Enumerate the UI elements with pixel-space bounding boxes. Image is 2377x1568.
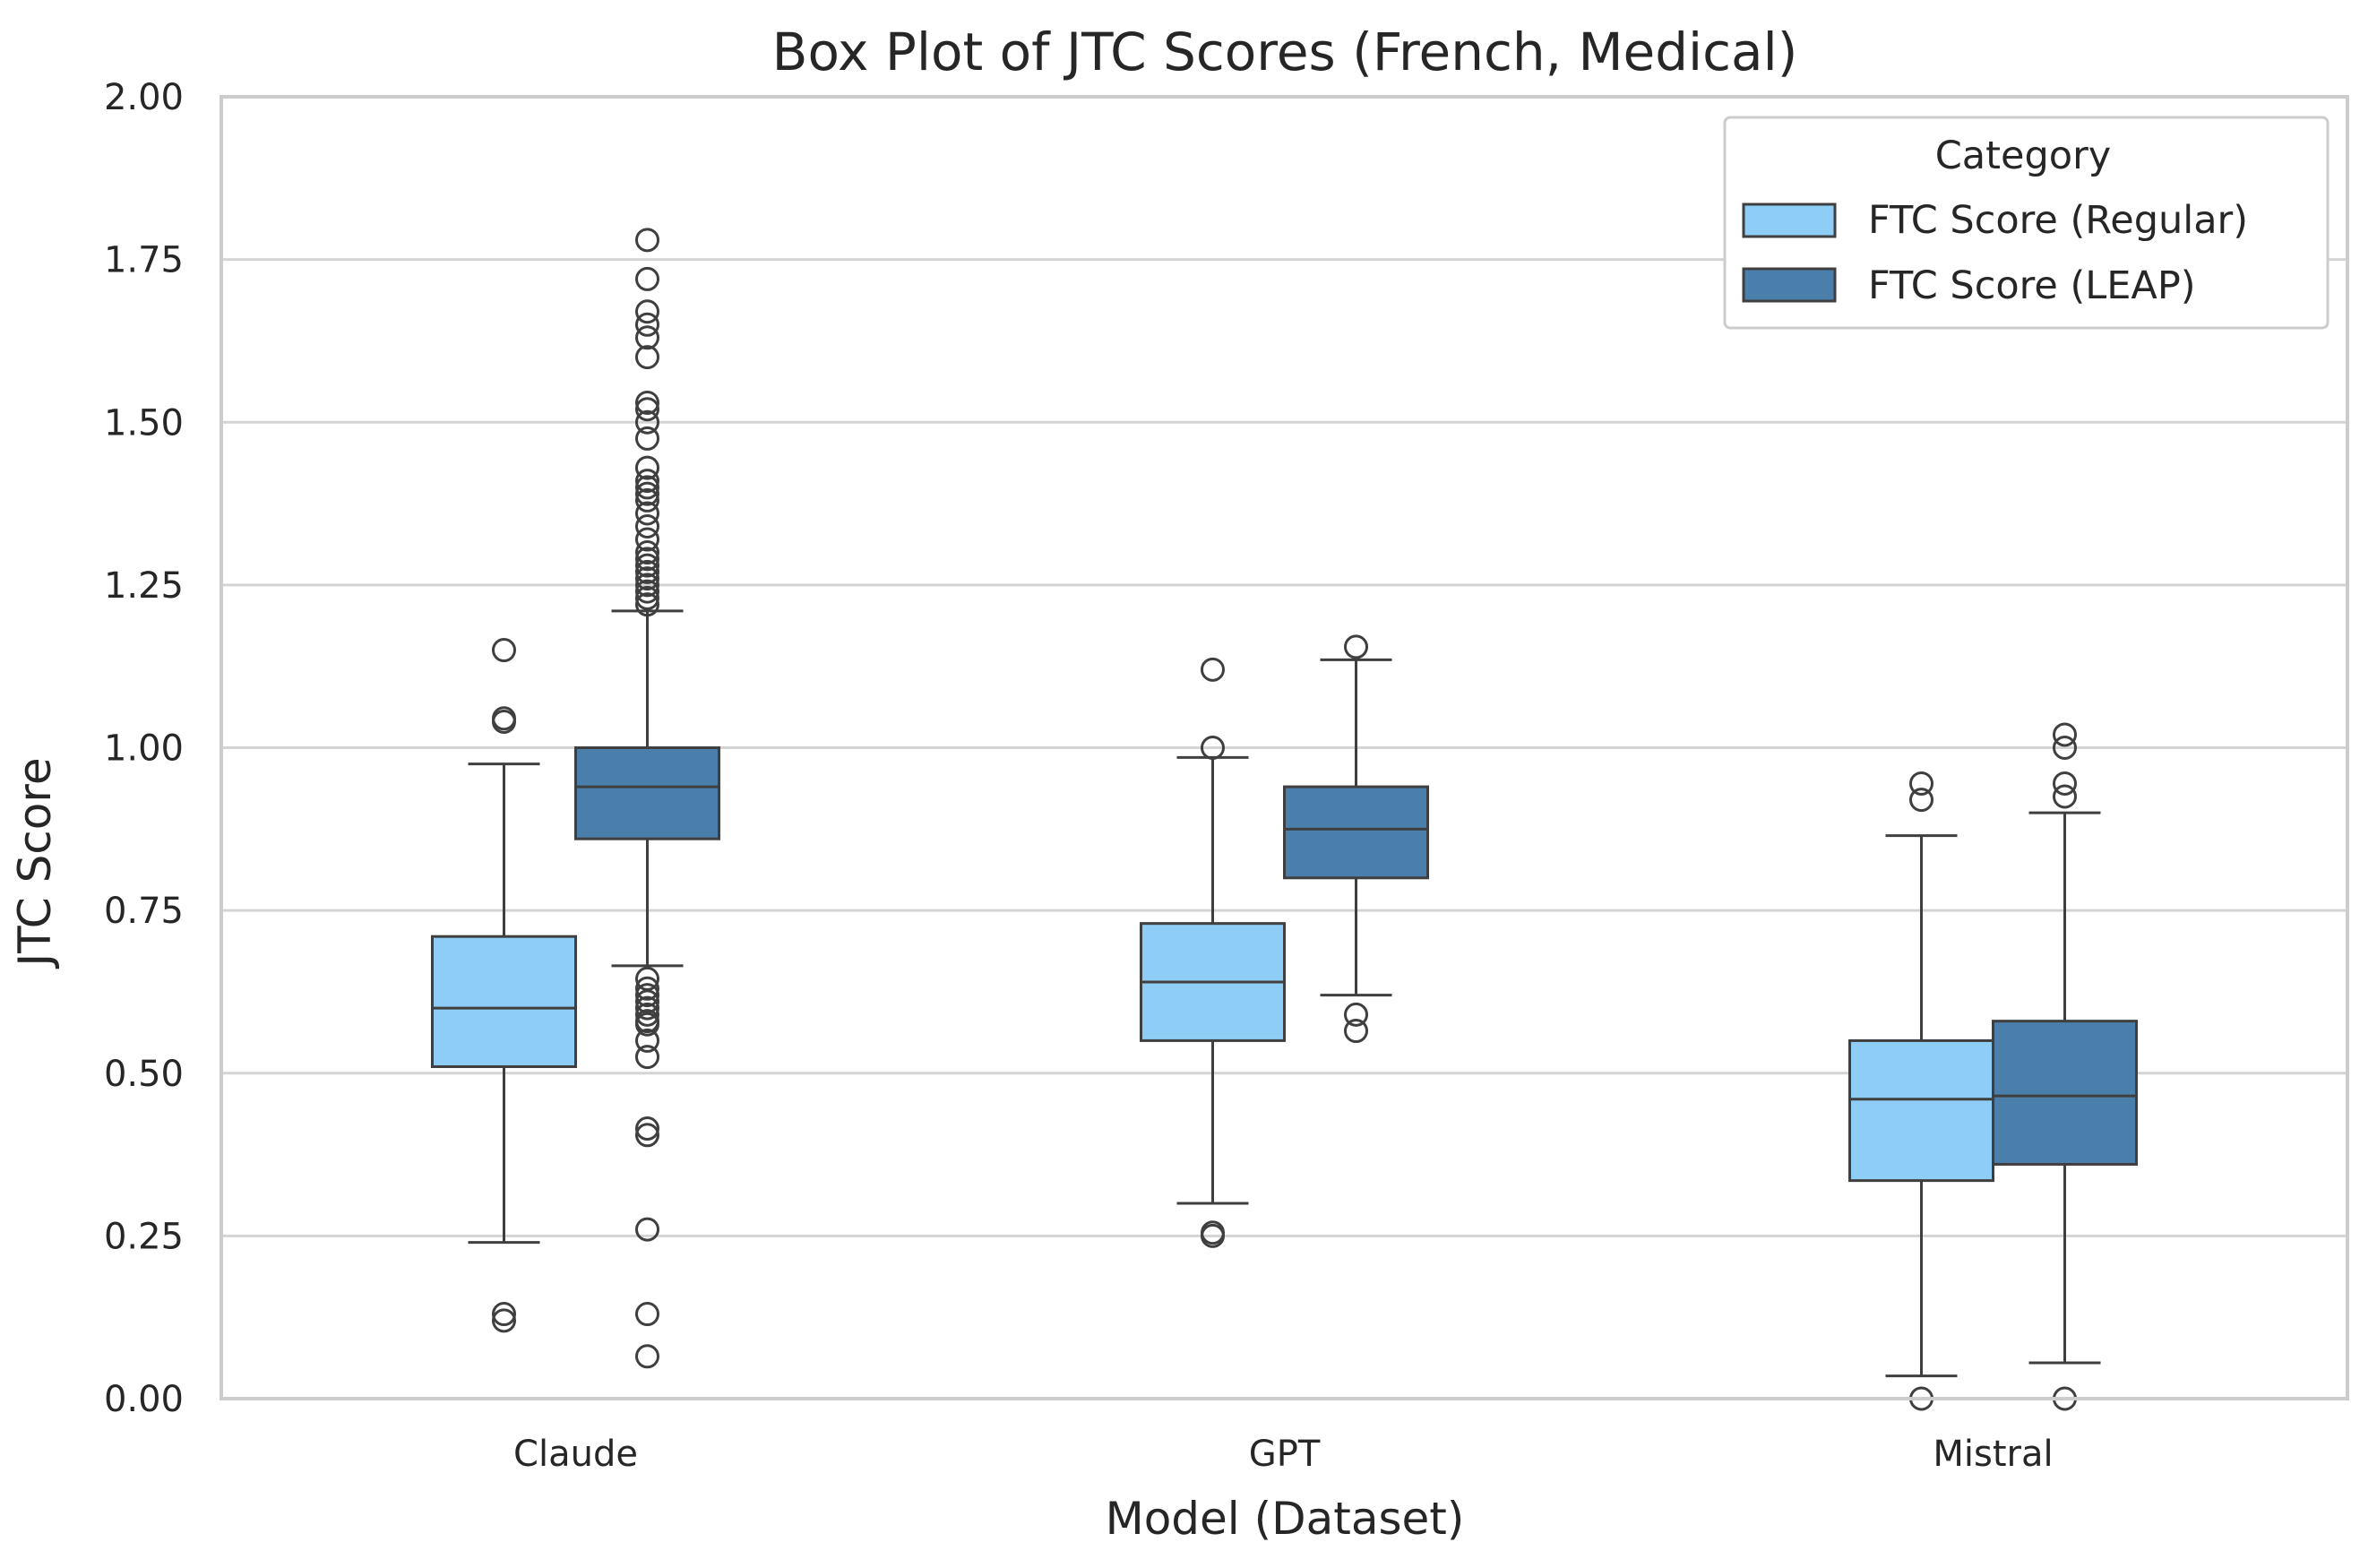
outlier-point xyxy=(635,966,659,991)
x-tick-label: Claude xyxy=(513,1434,638,1475)
outlier-point xyxy=(635,397,659,422)
box-mistral-leap xyxy=(1992,722,2138,1411)
outlier-point xyxy=(635,325,659,350)
outlier-point xyxy=(1344,1019,1368,1044)
outlier-point xyxy=(635,1302,659,1327)
outlier-point xyxy=(635,976,659,1001)
outlier-point xyxy=(1909,771,1933,796)
outlier-point xyxy=(635,481,659,506)
legend-label-leap: FTC Score (LEAP) xyxy=(1868,263,2196,308)
outlier-point xyxy=(635,579,659,604)
legend-swatch-leap xyxy=(1742,267,1837,303)
outlier-point xyxy=(635,983,659,1008)
legend-title: Category xyxy=(1935,134,2111,178)
x-tick-label: GPT xyxy=(1249,1434,1321,1475)
plot-frame xyxy=(220,95,2349,1400)
legend-swatch-regular xyxy=(1742,202,1837,238)
y-tick-label: 0.75 xyxy=(104,891,184,932)
outlier-point xyxy=(1201,1220,1225,1245)
iqr-box xyxy=(1848,1038,1994,1183)
x-axis-ticks: Claude GPT Mistral xyxy=(513,1434,2054,1475)
outlier-point xyxy=(635,409,659,435)
box-claude-leap xyxy=(574,228,720,1369)
x-axis-title: Model (Dataset) xyxy=(1106,1493,1465,1545)
iqr-box xyxy=(1283,785,1429,880)
y-tick-label: 0.50 xyxy=(104,1054,184,1095)
outlier-point xyxy=(635,1116,659,1142)
iqr-box xyxy=(574,746,720,840)
outlier-point xyxy=(635,1344,659,1369)
outlier-point xyxy=(1201,736,1225,760)
outlier-point xyxy=(635,501,659,526)
outlier-point xyxy=(635,1045,659,1070)
outlier-point xyxy=(492,706,516,731)
x-tick-label: Mistral xyxy=(1933,1434,2053,1475)
outlier-point xyxy=(1201,657,1225,682)
outlier-point xyxy=(635,426,659,451)
box-mistral-regular xyxy=(1848,771,1994,1411)
y-tick-label: 1.50 xyxy=(104,402,184,444)
outlier-point xyxy=(635,573,659,598)
outlier-point xyxy=(635,513,659,538)
outlier-point xyxy=(1344,634,1368,659)
outlier-point xyxy=(635,469,659,494)
y-tick-label: 0.25 xyxy=(104,1216,184,1257)
outlier-point xyxy=(635,547,659,572)
legend-frame xyxy=(1723,116,2330,330)
box-claude-regular xyxy=(431,638,577,1333)
outlier-point xyxy=(635,228,659,253)
y-tick-label: 1.25 xyxy=(104,565,184,607)
y-tick-label: 2.00 xyxy=(104,77,184,118)
y-axis-ticks: 0.00 0.25 0.50 0.75 1.00 1.25 1.50 1.75 2.00 xyxy=(104,77,184,1420)
outlier-point xyxy=(635,540,659,565)
outlier-point xyxy=(492,1308,516,1333)
y-axis-title: JTC Score xyxy=(9,757,61,969)
iqr-box xyxy=(1992,1020,2138,1166)
outlier-point xyxy=(635,527,659,552)
outlier-point xyxy=(635,266,659,291)
outlier-point xyxy=(492,1302,516,1327)
chart-title: Box Plot of JTC Scores (French, Medical) xyxy=(772,22,1798,82)
y-tick-label: 1.00 xyxy=(104,728,184,770)
outlier-point xyxy=(635,1028,659,1053)
outlier-point xyxy=(635,487,659,513)
outlier-point xyxy=(2053,722,2077,747)
outlier-point xyxy=(1909,788,1933,813)
y-tick-label: 1.75 xyxy=(104,240,184,281)
outlier-point xyxy=(635,299,659,324)
outlier-point xyxy=(635,312,659,337)
box-gpt-regular xyxy=(1140,657,1286,1248)
outlier-point xyxy=(2053,736,2077,760)
outlier-point xyxy=(2053,771,2077,796)
outlier-point xyxy=(635,566,659,591)
legend-label-regular: FTC Score (Regular) xyxy=(1868,198,2248,243)
outlier-point xyxy=(635,345,659,370)
outlier-point xyxy=(635,1002,659,1027)
box-gpt-leap xyxy=(1283,634,1429,1044)
outlier-point xyxy=(635,995,659,1021)
outlier-point xyxy=(635,553,659,578)
outlier-point xyxy=(635,1123,659,1148)
outlier-point xyxy=(635,1217,659,1242)
outlier-point xyxy=(2053,784,2077,809)
outlier-point xyxy=(492,638,516,663)
outlier-point xyxy=(635,455,659,480)
outlier-point xyxy=(635,559,659,584)
iqr-box xyxy=(431,935,577,1068)
legend: Category FTC Score (Regular) FTC Score (… xyxy=(1723,116,2330,330)
outlier-point xyxy=(635,475,659,500)
outlier-point xyxy=(635,1009,659,1034)
outlier-point xyxy=(635,585,659,610)
outlier-point xyxy=(635,390,659,415)
outlier-point xyxy=(1344,1002,1368,1027)
outlier-point xyxy=(635,592,659,617)
plot-area xyxy=(431,228,2138,1411)
y-tick-label: 0.00 xyxy=(104,1379,184,1420)
